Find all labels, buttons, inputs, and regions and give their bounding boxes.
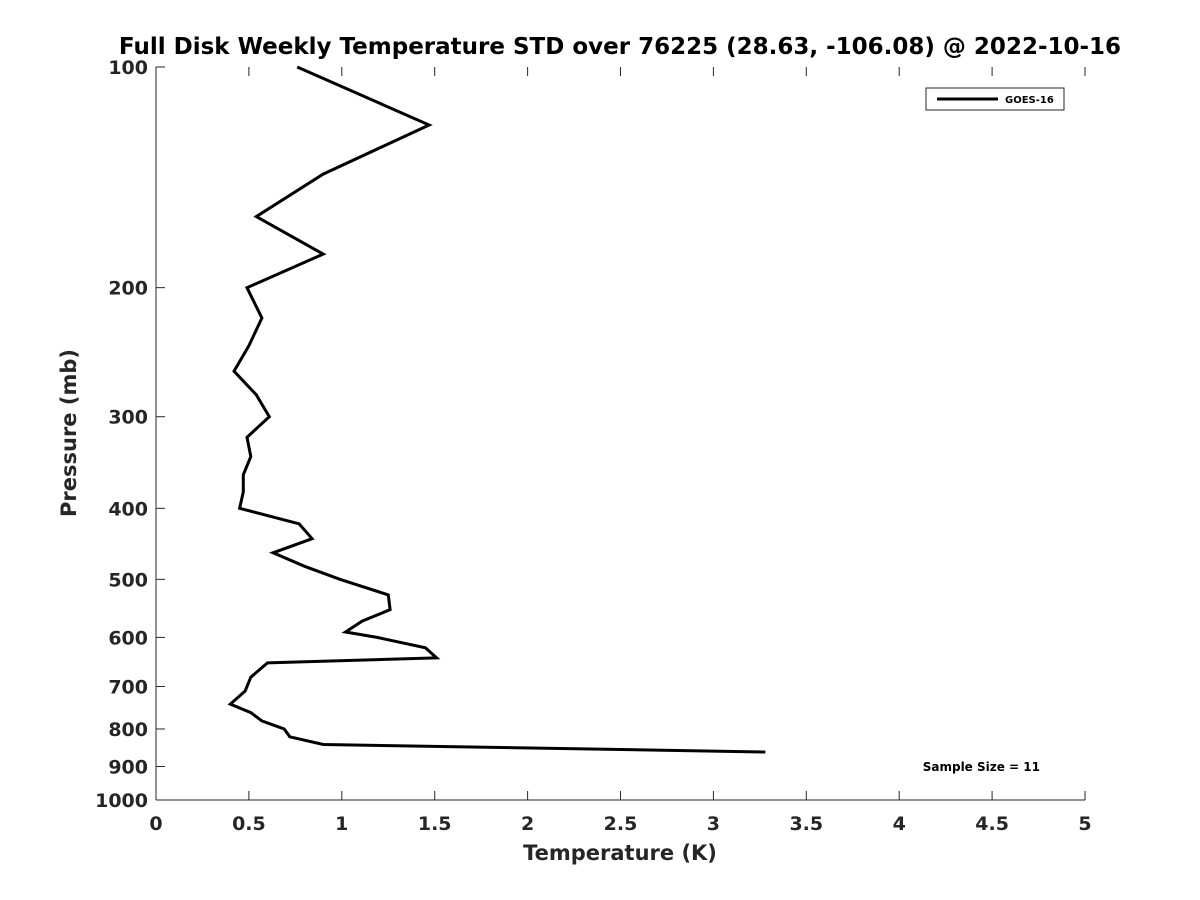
y-tick-label: 900 <box>108 756 148 778</box>
y-tick-label: 100 <box>108 57 148 79</box>
sample-size-annotation: Sample Size = 11 <box>923 760 1040 774</box>
y-tick-label: 700 <box>108 676 148 698</box>
x-axis-ticks: 0 0.5 1 1.5 2 2.5 3 3.5 4 4.5 5 <box>149 67 1092 835</box>
x-tick-label: 1.5 <box>418 813 452 835</box>
y-tick-label: 400 <box>108 498 148 520</box>
y-tick-label: 1000 <box>95 790 148 812</box>
x-tick-label: 3.5 <box>789 813 823 835</box>
x-tick-label: 2 <box>521 813 534 835</box>
chart-title: Full Disk Weekly Temperature STD over 76… <box>119 34 1121 60</box>
legend-label-goes-16: GOES-16 <box>1005 95 1054 106</box>
y-axis-ticks: 100 200 300 400 500 600 700 800 900 1000 <box>95 57 165 812</box>
x-tick-label: 0 <box>149 813 162 835</box>
x-tick-label: 1 <box>335 813 348 835</box>
series-layer <box>227 65 766 754</box>
y-tick-label: 300 <box>108 407 148 429</box>
y-tick-label: 800 <box>108 719 148 741</box>
x-tick-label: 4.5 <box>975 813 1009 835</box>
x-tick-label: 2.5 <box>604 813 638 835</box>
legend: GOES-16 <box>925 87 1065 111</box>
y-tick-label: 500 <box>108 569 148 591</box>
x-tick-label: 3 <box>707 813 720 835</box>
x-tick-label: 5 <box>1078 813 1091 835</box>
plot-area <box>156 67 1085 800</box>
y-tick-label: 200 <box>108 278 148 300</box>
y-axis-label: Pressure (mb) <box>57 349 81 517</box>
x-axis-label: Temperature (K) <box>523 841 717 865</box>
series-line-goes-16 <box>227 65 766 754</box>
x-tick-label: 4 <box>893 813 906 835</box>
x-tick-label: 0.5 <box>232 813 266 835</box>
y-tick-label: 600 <box>108 627 148 649</box>
